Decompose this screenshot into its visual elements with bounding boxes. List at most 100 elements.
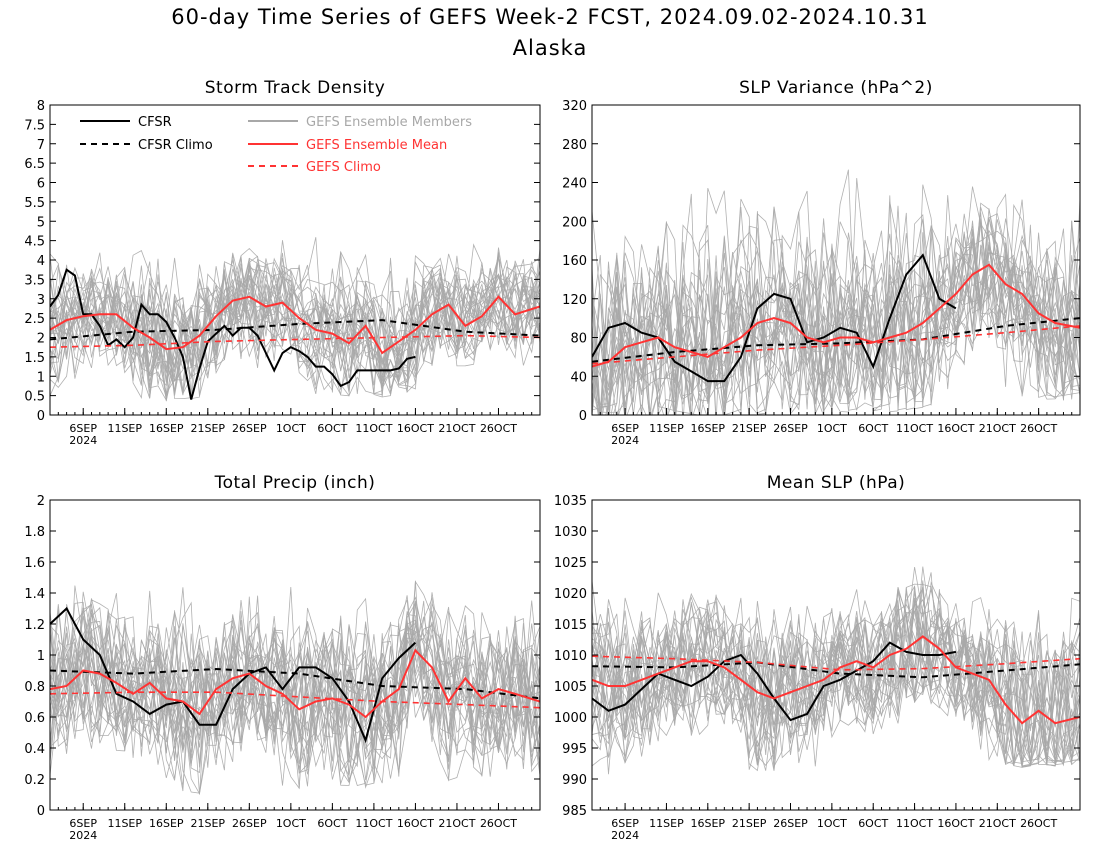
x-tick-label: 11OCT bbox=[896, 817, 933, 830]
y-tick-label: 0.5 bbox=[24, 390, 45, 405]
ensemble-member-line bbox=[50, 593, 540, 781]
ensemble-member-line bbox=[50, 261, 540, 391]
x-tick-label: 11OCT bbox=[355, 422, 392, 435]
y-tick-label: 1 bbox=[37, 370, 45, 385]
ensemble-member-line bbox=[592, 242, 1080, 415]
chart-title: SLP Variance (hPa^2) bbox=[739, 78, 933, 98]
y-tick-label: 1000 bbox=[554, 711, 587, 726]
y-tick-label: 7.5 bbox=[24, 118, 45, 133]
x-tick-label: 11OCT bbox=[896, 422, 933, 435]
y-tick-label: 5.5 bbox=[24, 196, 45, 211]
y-tick-label: 1005 bbox=[554, 680, 587, 695]
x-tick-label: 21SEP bbox=[191, 422, 226, 435]
x-tick-label: 16OCT bbox=[937, 422, 974, 435]
plot-frame bbox=[49, 104, 541, 416]
ensemble-member-line bbox=[592, 231, 1080, 415]
y-tick-label: 6 bbox=[37, 177, 45, 192]
series-line-gefs-climo bbox=[592, 655, 1080, 671]
legend-label: CFSR bbox=[138, 115, 172, 130]
chart-title: Mean SLP (hPa) bbox=[767, 473, 906, 493]
y-tick-label: 80 bbox=[570, 332, 587, 347]
x-tick-label: 26SEP bbox=[773, 817, 808, 830]
x-year-label: 2024 bbox=[69, 434, 97, 447]
x-tick-label: 21OCT bbox=[438, 422, 475, 435]
x-tick-label: 6SEP bbox=[69, 817, 97, 830]
ensemble-member-line bbox=[50, 250, 540, 396]
x-tick-label: 1OCT bbox=[276, 422, 306, 435]
x-tick-label: 21OCT bbox=[438, 817, 475, 830]
ensemble-member-line bbox=[592, 580, 1080, 767]
x-tick-label: 21OCT bbox=[979, 422, 1016, 435]
x-tick-label: 16OCT bbox=[397, 422, 434, 435]
x-tick-label: 16OCT bbox=[937, 817, 974, 830]
y-tick-label: 0.8 bbox=[24, 680, 45, 695]
x-year-label: 2024 bbox=[611, 829, 639, 842]
y-tick-label: 3.5 bbox=[24, 273, 45, 288]
series-line-cfsr bbox=[50, 268, 416, 400]
y-tick-label: 985 bbox=[562, 804, 587, 819]
ensemble-member-line bbox=[50, 600, 540, 795]
x-tick-label: 11OCT bbox=[355, 817, 392, 830]
y-tick-label: 1030 bbox=[554, 525, 587, 540]
x-tick-label: 16OCT bbox=[397, 817, 434, 830]
series-line-cfsr bbox=[592, 253, 957, 383]
x-tick-label: 26OCT bbox=[480, 817, 517, 830]
y-tick-label: 2 bbox=[37, 332, 45, 347]
ensemble-member-line bbox=[592, 587, 1080, 759]
y-tick-label: 0.2 bbox=[24, 773, 45, 788]
ensemble-member-line bbox=[50, 621, 540, 789]
ensemble-members bbox=[592, 566, 1080, 775]
series-line-gefs-ensemble-mean bbox=[50, 295, 540, 355]
y-tick-label: 995 bbox=[562, 742, 587, 757]
y-tick-label: 3 bbox=[37, 293, 45, 308]
y-tick-label: 240 bbox=[562, 177, 587, 192]
ensemble-members bbox=[592, 169, 1080, 415]
x-year-label: 2024 bbox=[69, 829, 97, 842]
y-tick-label: 0 bbox=[579, 409, 587, 424]
y-tick-label: 4.5 bbox=[24, 235, 45, 250]
legend-label: GEFS Ensemble Members bbox=[306, 115, 472, 130]
x-tick-label: 6OCT bbox=[858, 422, 888, 435]
x-tick-label: 11SEP bbox=[107, 422, 142, 435]
x-tick-label: 16SEP bbox=[691, 817, 726, 830]
ensemble-member-line bbox=[50, 267, 540, 400]
y-tick-label: 1025 bbox=[554, 556, 587, 571]
ensemble-member-line bbox=[50, 252, 540, 402]
chart-title: Storm Track Density bbox=[205, 78, 386, 98]
y-tick-label: 320 bbox=[562, 99, 587, 114]
y-tick-label: 200 bbox=[562, 215, 587, 230]
x-year-label: 2024 bbox=[611, 434, 639, 447]
x-tick-label: 6SEP bbox=[611, 422, 639, 435]
y-tick-label: 1.8 bbox=[24, 525, 45, 540]
ensemble-member-line bbox=[50, 597, 540, 759]
x-tick-label: 6OCT bbox=[858, 817, 888, 830]
x-tick-label: 6SEP bbox=[611, 817, 639, 830]
y-tick-label: 1035 bbox=[554, 494, 587, 509]
ensemble-member-line bbox=[592, 212, 1080, 415]
x-tick-label: 21SEP bbox=[732, 817, 767, 830]
ensemble-member-line bbox=[592, 609, 1080, 768]
y-tick-label: 1 bbox=[37, 649, 45, 664]
y-tick-label: 2 bbox=[37, 494, 45, 509]
ensemble-member-line bbox=[50, 616, 540, 781]
legend-label: CFSR Climo bbox=[138, 138, 213, 153]
chart-panel-1: Storm Track Density 0 0.5 1 1.5 2 2.5 3 3.5 4 4.5 5… bbox=[24, 78, 541, 447]
legend: CFSR CFSR Climo GEFS Ensemble Members GEFS … bbox=[80, 115, 472, 175]
chart-panel-3: Total Precip (inch) 0 0.2 0.4 0.6 0.8 1 1.2 1.4 1… bbox=[24, 473, 541, 842]
y-tick-label: 990 bbox=[562, 773, 587, 788]
y-tick-label: 0 bbox=[37, 409, 45, 424]
chart-panel-2: SLP Variance (hPa^2) 0 40 80 120 160 200 240 280… bbox=[562, 78, 1081, 447]
y-tick-label: 2.5 bbox=[24, 312, 45, 327]
legend-label: GEFS Ensemble Mean bbox=[306, 138, 447, 153]
x-tick-label: 21SEP bbox=[732, 422, 767, 435]
y-tick-label: 0.4 bbox=[24, 742, 45, 757]
x-tick-label: 26SEP bbox=[232, 817, 267, 830]
x-tick-label: 6SEP bbox=[69, 422, 97, 435]
ensemble-member-line bbox=[592, 586, 1080, 767]
y-tick-label: 8 bbox=[37, 99, 45, 114]
ensemble-member-line bbox=[592, 212, 1080, 415]
ensemble-member-line bbox=[50, 261, 540, 396]
y-tick-label: 1.5 bbox=[24, 351, 45, 366]
ensemble-member-line bbox=[50, 255, 540, 393]
x-tick-label: 16SEP bbox=[691, 422, 726, 435]
